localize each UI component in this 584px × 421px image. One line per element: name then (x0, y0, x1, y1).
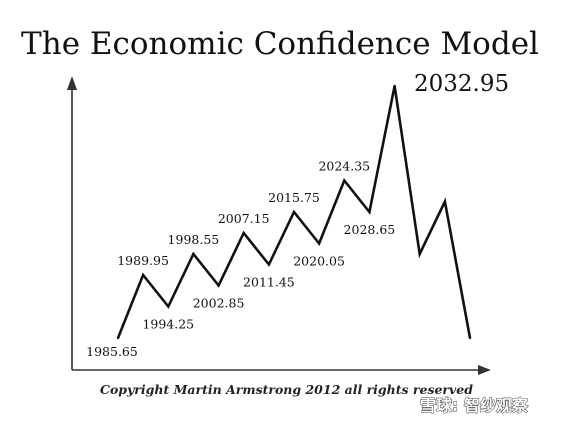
point-label: 1985.65 (86, 344, 138, 359)
point-label: 2002.85 (193, 296, 245, 311)
data-point (217, 284, 220, 287)
data-point (242, 231, 245, 235)
y-axis-arrow (67, 76, 77, 90)
point-label: 2011.45 (243, 275, 295, 290)
point-label: 1989.95 (117, 253, 169, 268)
point-label: 1998.55 (168, 232, 220, 247)
data-point (167, 305, 170, 308)
data-point (317, 242, 321, 245)
data-point (141, 273, 145, 277)
point-label: 2015.75 (268, 190, 320, 205)
point-label: 2007.15 (218, 211, 270, 226)
point-label: 2024.35 (318, 159, 370, 174)
data-point (116, 336, 120, 340)
point-label: 2028.65 (344, 222, 396, 237)
point-label: 2020.05 (293, 254, 345, 269)
data-point (343, 179, 346, 182)
data-point (267, 263, 271, 266)
data-point (368, 210, 371, 214)
data-point (468, 336, 472, 340)
data-point (418, 252, 421, 256)
data-point (292, 210, 296, 214)
data-point (443, 200, 447, 203)
chart-title: The Economic Confidence Model (21, 26, 539, 62)
x-axis-arrow (478, 365, 491, 375)
data-point (192, 252, 195, 256)
peak-label: 2032.95 (414, 71, 509, 97)
data-point (393, 84, 396, 88)
watermark-text: 雪球: 智纱观察 (420, 396, 529, 415)
copyright-text: Copyright Martin Armstrong 2012 all righ… (100, 382, 473, 397)
point-label: 1994.25 (142, 317, 194, 332)
